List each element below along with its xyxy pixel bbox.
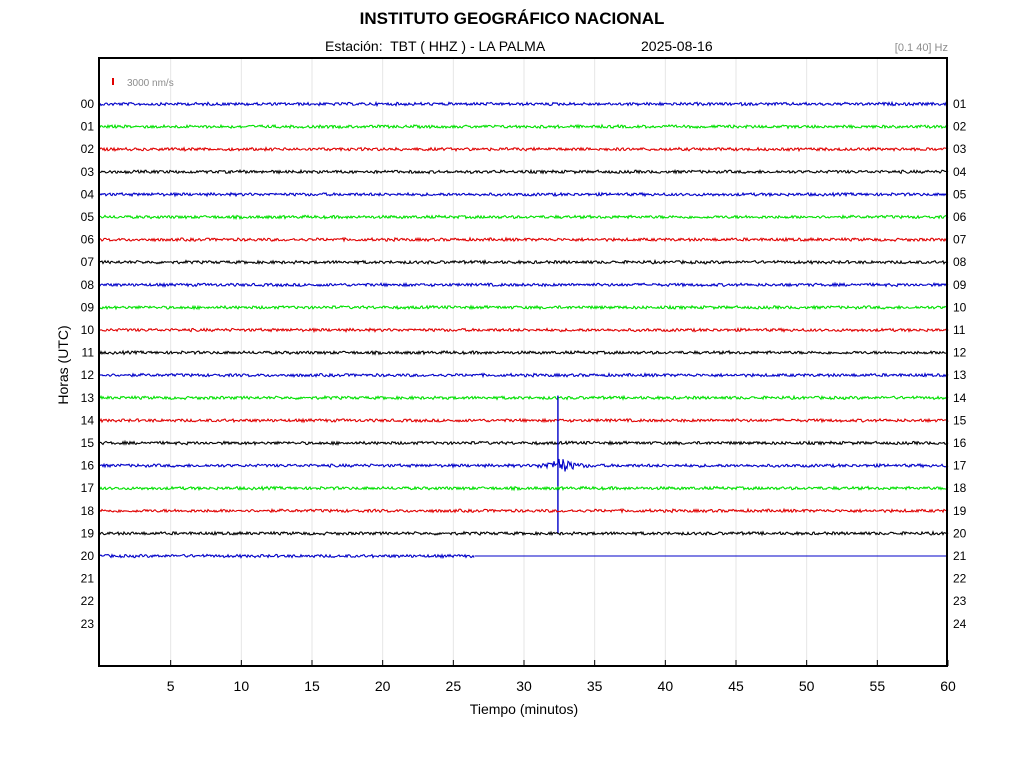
plot-frame (98, 57, 948, 667)
hour-label-right: 20 (953, 526, 967, 540)
x-tick-label: 15 (304, 678, 320, 694)
hour-label-right: 08 (953, 255, 967, 269)
hour-label-left: 16 (81, 459, 95, 473)
hour-label-right: 13 (953, 368, 967, 382)
x-tick-label: 55 (870, 678, 886, 694)
hour-label-right: 22 (953, 572, 967, 586)
trace-hour-03 (99, 168, 949, 175)
hour-label-left: 19 (81, 526, 95, 540)
x-tick-label: 30 (516, 678, 532, 694)
trace-hour-16 (99, 458, 949, 472)
x-tick-label: 60 (940, 678, 956, 694)
hour-label-left: 12 (81, 368, 95, 382)
x-tick-label: 45 (728, 678, 744, 694)
x-tick-label: 5 (167, 678, 175, 694)
hour-label-right: 18 (953, 481, 967, 495)
x-axis-title: Tiempo (minutos) (469, 701, 579, 717)
trace-hour-15 (99, 439, 949, 446)
hour-label-right: 16 (953, 436, 967, 450)
axis-labels: 5 10 15 20 25 30 35 40 45 50 55 60 00 01 02 03 04 05 06 07 0… (81, 78, 967, 694)
trace-hour-00 (99, 100, 949, 108)
hour-label-right: 11 (953, 323, 966, 337)
hour-label-left: 22 (81, 594, 95, 608)
trace-hour-01 (99, 123, 949, 130)
hour-label-left: 07 (81, 255, 95, 269)
hour-label-right: 07 (953, 233, 967, 247)
hour-label-left: 10 (81, 323, 95, 337)
hour-label-left: 06 (81, 233, 95, 247)
hour-label-right: 15 (953, 413, 967, 427)
trace-hour-05 (99, 214, 949, 221)
trace-hour-02 (99, 146, 949, 153)
hour-label-right: 23 (953, 594, 967, 608)
seismic-traces (99, 100, 949, 559)
hour-label-left: 03 (81, 165, 95, 179)
x-tick-label: 35 (587, 678, 603, 694)
date-label: 2025-08-16 (641, 38, 713, 54)
station-label: Estación: TBT ( HHZ ) - LA PALMA (325, 38, 546, 54)
grid-lines (170, 59, 949, 666)
trace-hour-12 (99, 372, 949, 379)
trace-hour-14 (99, 417, 949, 424)
hour-label-left: 00 (81, 97, 95, 111)
hour-label-left: 09 (81, 300, 95, 314)
hour-label-right: 10 (953, 300, 967, 314)
trace-hour-10 (99, 326, 949, 334)
x-tick-label: 25 (446, 678, 462, 694)
hour-label-right: 09 (953, 278, 967, 292)
hour-label-left: 18 (81, 504, 95, 518)
trace-hour-13 (99, 394, 949, 401)
hour-label-left: 21 (81, 572, 95, 586)
filter-band-label: [0.1 40] Hz (894, 42, 948, 54)
hour-label-right: 21 (953, 549, 967, 563)
hour-label-left: 23 (81, 617, 95, 631)
hour-label-right: 17 (953, 459, 967, 473)
trace-hour-08 (99, 281, 949, 288)
hour-label-right: 19 (953, 504, 967, 518)
trace-hour-20 (99, 553, 475, 559)
x-tick-label: 50 (799, 678, 815, 694)
x-tick-label: 20 (375, 678, 391, 694)
trace-hour-07 (99, 258, 949, 266)
hour-label-right: 01 (953, 97, 967, 111)
y-axis-title: Horas (UTC) (55, 325, 71, 405)
hour-label-left: 08 (81, 278, 95, 292)
trace-hour-17 (99, 485, 949, 492)
hour-label-right: 14 (953, 391, 967, 405)
hour-label-right: 12 (953, 346, 967, 360)
hour-label-left: 15 (81, 436, 95, 450)
hour-label-left: 01 (81, 120, 95, 134)
hour-label-left: 04 (81, 187, 95, 201)
hour-label-right: 06 (953, 210, 967, 224)
trace-hour-04 (99, 191, 949, 198)
hour-label-left: 13 (81, 391, 95, 405)
hour-label-left: 05 (81, 210, 95, 224)
page-title: INSTITUTO GEOGRÁFICO NACIONAL (359, 9, 665, 28)
hour-label-left: 14 (81, 413, 95, 427)
hour-label-left: 20 (81, 549, 95, 563)
hour-label-left: 02 (81, 142, 95, 156)
hour-label-right: 03 (953, 142, 967, 156)
trace-hour-19 (99, 530, 949, 537)
hour-label-left: 17 (81, 481, 95, 495)
scale-label: 3000 nm/s (127, 78, 174, 89)
x-tick-label: 40 (658, 678, 674, 694)
trace-hour-11 (99, 349, 949, 356)
hour-label-left: 11 (82, 346, 95, 360)
trace-hour-06 (99, 236, 949, 243)
trace-hour-18 (99, 507, 949, 514)
hour-label-right: 04 (953, 165, 967, 179)
x-tick-label: 10 (234, 678, 250, 694)
hour-label-right: 24 (953, 617, 967, 631)
hour-label-right: 02 (953, 120, 967, 134)
trace-hour-09 (99, 304, 948, 311)
hour-label-right: 05 (953, 187, 967, 201)
